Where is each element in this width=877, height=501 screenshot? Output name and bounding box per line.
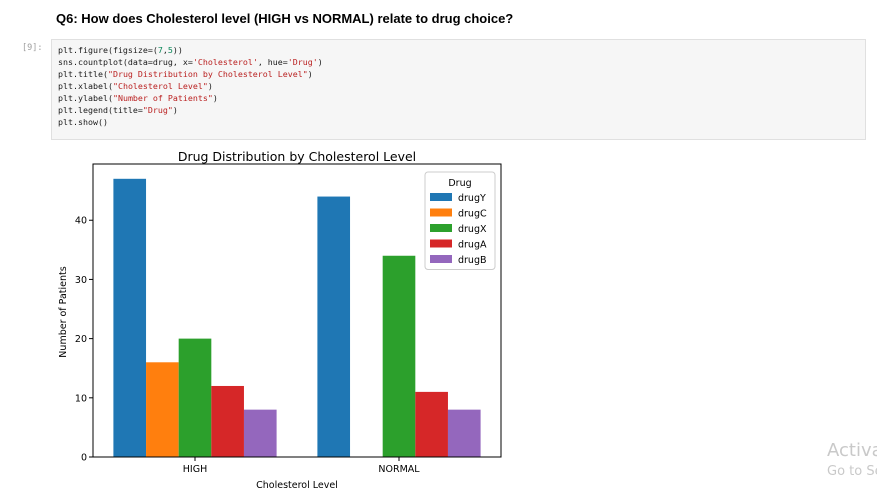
code-token: "Drug Distribution by Cholesterol Level" [107, 69, 308, 79]
y-tick-label: 10 [75, 393, 87, 404]
legend: Drug drugY drugC drugX drugA drugB [424, 171, 496, 270]
code-line: plt.xlabel("Cholesterol Level") [58, 80, 859, 92]
legend-swatch-drugB [430, 255, 452, 263]
code-token: 5 [167, 45, 173, 55]
legend-label-drugY: drugY [458, 193, 486, 204]
code-token: ) [172, 105, 178, 115]
activation-watermark-line1: Activa [827, 440, 877, 461]
y-tick-label: 0 [81, 453, 87, 464]
code-token: ) [212, 93, 218, 103]
chart-output: 0 10 20 30 40 HIGH NORMAL Drug Distribution b… [0, 140, 877, 497]
y-tick-label: 20 [75, 334, 87, 345]
x-tick-label-high: HIGH [183, 464, 207, 475]
bars-group [113, 178, 481, 458]
legend-label-drugA: drugA [458, 240, 487, 251]
y-axis: 0 10 20 30 40 [75, 216, 93, 464]
y-tick-label: 30 [75, 275, 87, 286]
y-axis-label: Number of Patients [58, 266, 69, 357]
code-token: ) [207, 81, 213, 91]
code-line: sns.countplot(data=drug, x='Cholesterol'… [58, 56, 859, 68]
legend-swatch-drugX [430, 224, 452, 232]
code-line: plt.title("Drug Distribution by Choleste… [58, 68, 859, 80]
code-token: ) [307, 69, 313, 79]
code-line: plt.ylabel("Number of Patients") [58, 92, 859, 104]
bar-drugY-high [113, 178, 147, 457]
code-line: plt.figure(figsize=(7,5)) [58, 44, 859, 56]
code-token: 'Drug' [287, 57, 318, 67]
code-token: plt.title( [58, 69, 108, 79]
code-cell[interactable]: plt.figure(figsize=(7,5)) sns.countplot(d… [51, 39, 866, 140]
code-token: plt.figure(figsize=( [58, 45, 158, 55]
legend-swatch-drugY [430, 193, 452, 201]
code-token: )) [172, 45, 183, 55]
legend-label-drugB: drugB [458, 255, 487, 266]
activation-watermark-line2: Go to Se [827, 464, 877, 479]
code-token: , hue= [257, 57, 288, 67]
bar-drugB-normal [447, 409, 481, 457]
x-tick-label-normal: NORMAL [378, 464, 420, 475]
legend-swatch-drugC [430, 208, 452, 217]
y-tick-label: 40 [75, 216, 87, 227]
chart-title: Drug Distribution by Cholesterol Level [178, 149, 416, 164]
code-line: plt.legend(title="Drug") [58, 104, 859, 116]
bar-drugA-high [211, 385, 244, 457]
cell-prompt: [9]: [22, 43, 43, 53]
x-axis: HIGH NORMAL [183, 457, 420, 475]
bar-drugA-normal [415, 391, 448, 457]
code-token: plt.xlabel( [58, 81, 113, 91]
legend-title: Drug [448, 178, 471, 189]
legend-label-drugC: drugC [458, 209, 487, 220]
code-token: , [162, 45, 168, 55]
code-token: sns.countplot(data=drug, x= [58, 57, 193, 67]
legend-label-drugX: drugX [458, 224, 487, 235]
question-heading: Q6: How does Cholesterol level (HIGH vs … [56, 11, 514, 26]
code-token: plt.legend(title= [58, 105, 143, 115]
bar-drugC-high [146, 362, 179, 457]
code-token: "Number of Patients" [112, 93, 213, 103]
plot-frame [92, 163, 502, 458]
code-token: 'Cholesterol' [192, 57, 258, 67]
code-token: 7 [157, 45, 163, 55]
bar-drugB-high [243, 409, 277, 457]
bar-chart: 0 10 20 30 40 HIGH NORMAL Drug Distribution b… [58, 149, 502, 491]
x-axis-label: Cholesterol Level [256, 480, 338, 491]
code-token: ) [317, 57, 323, 67]
code-token: plt.show() [58, 117, 108, 127]
code-line: plt.show() [58, 116, 859, 128]
bar-drugX-normal [382, 255, 416, 457]
bar-drugY-normal [317, 196, 351, 458]
code-token: "Drug" [142, 105, 173, 115]
code-token: plt.ylabel( [58, 93, 113, 103]
legend-swatch-drugA [430, 239, 452, 248]
bar-drugX-high [178, 338, 212, 457]
code-token: "Cholesterol Level" [112, 81, 208, 91]
